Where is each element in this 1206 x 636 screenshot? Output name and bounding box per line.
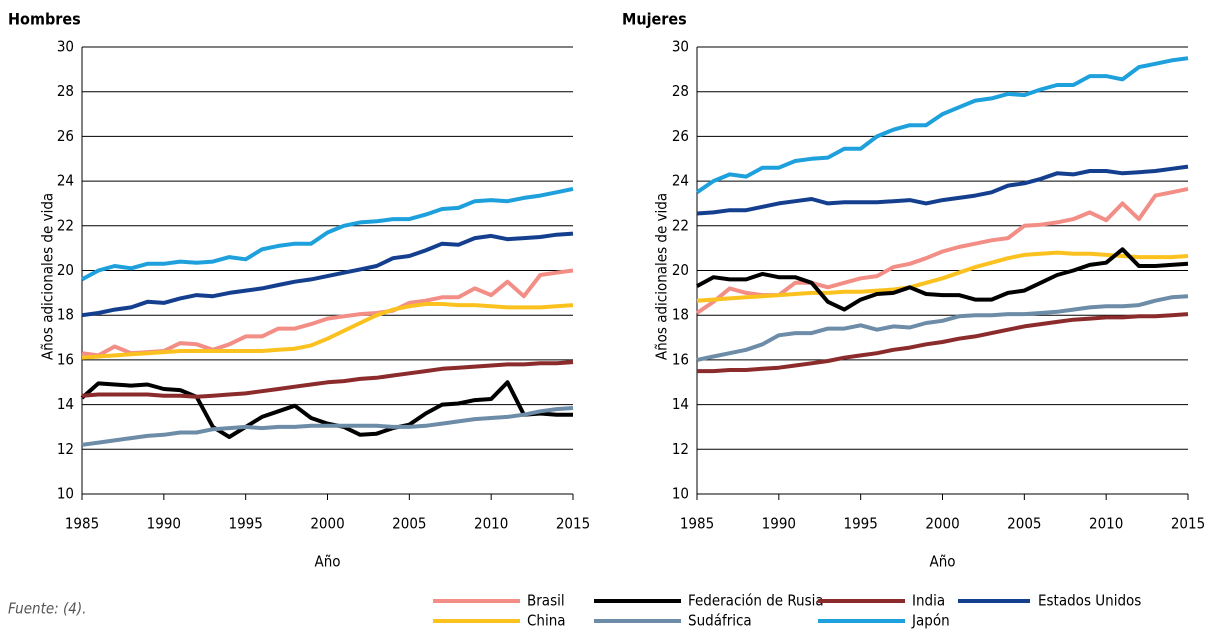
y-tick-label: 16	[57, 350, 74, 368]
x-tick-label: 2000	[310, 515, 344, 533]
y-tick-label: 22	[672, 216, 689, 234]
x-tick-label: 1985	[65, 515, 99, 533]
legend-label: Estados Unidos	[1038, 592, 1141, 610]
y-tick-label: 28	[57, 82, 74, 100]
x-tick-label: 1985	[680, 515, 714, 533]
x-tick-label: 2015	[1171, 515, 1205, 533]
y-tick-label: 18	[57, 306, 74, 324]
y-tick-label: 26	[57, 127, 74, 145]
y-tick-label: 22	[57, 216, 74, 234]
x-tick-label: 2010	[474, 515, 508, 533]
series-line	[81, 231, 574, 318]
y-tick-label: 12	[57, 440, 74, 458]
y-tick-label: 16	[672, 350, 689, 368]
x-tick-label: 2005	[392, 515, 426, 533]
series-line	[697, 312, 1189, 374]
legend-label: Brasil	[527, 592, 565, 610]
y-tick-label: 14	[57, 395, 74, 413]
x-tick-label: 2010	[1089, 515, 1123, 533]
series-line	[696, 294, 1189, 362]
series-line	[81, 406, 574, 447]
y-tick-label: 24	[57, 172, 74, 190]
y-tick-label: 26	[672, 127, 689, 145]
series-line	[81, 186, 574, 282]
y-tick-label: 30	[57, 38, 74, 56]
series-line	[696, 250, 1189, 303]
y-tick-label: 14	[672, 395, 689, 413]
y-tick-label: 20	[672, 261, 689, 279]
series-line	[81, 268, 574, 358]
x-tick-label: 1995	[843, 515, 877, 533]
source-note: Fuente: (4).	[8, 600, 86, 618]
legend-label: Federación de Rusia	[688, 592, 824, 610]
y-tick-label: 30	[672, 38, 689, 56]
panel-title: Mujeres	[622, 10, 687, 29]
x-axis-label: Año	[314, 553, 340, 571]
series-line	[696, 164, 1189, 216]
series-line	[81, 302, 574, 360]
y-tick-label: 10	[672, 485, 689, 503]
y-tick-label: 20	[57, 261, 74, 279]
panel-title: Hombres	[8, 10, 81, 29]
y-tick-label: 12	[672, 440, 689, 458]
x-tick-label: 2000	[925, 515, 959, 533]
y-tick-label: 24	[672, 172, 689, 190]
y-axis-label: Años adicionales de vida	[653, 193, 671, 360]
legend-label: Sudáfrica	[688, 612, 752, 630]
y-tick-label: 18	[672, 306, 689, 324]
x-tick-label: 2015	[556, 515, 590, 533]
y-axis-label: Años adicionales de vida	[39, 193, 57, 360]
series-line	[696, 247, 1189, 312]
series-line	[695, 56, 1189, 194]
x-tick-label: 1990	[762, 515, 796, 533]
legend-label: Japón	[911, 612, 950, 630]
series-line	[80, 380, 573, 439]
y-tick-label: 10	[57, 485, 74, 503]
x-tick-label: 1995	[228, 515, 262, 533]
y-tick-label: 28	[672, 82, 689, 100]
legend-label: India	[912, 592, 945, 610]
legend-label: China	[527, 612, 566, 630]
series-line	[81, 360, 574, 399]
x-axis-label: Año	[929, 553, 955, 571]
x-tick-label: 2005	[1007, 515, 1041, 533]
x-tick-label: 1990	[147, 515, 181, 533]
